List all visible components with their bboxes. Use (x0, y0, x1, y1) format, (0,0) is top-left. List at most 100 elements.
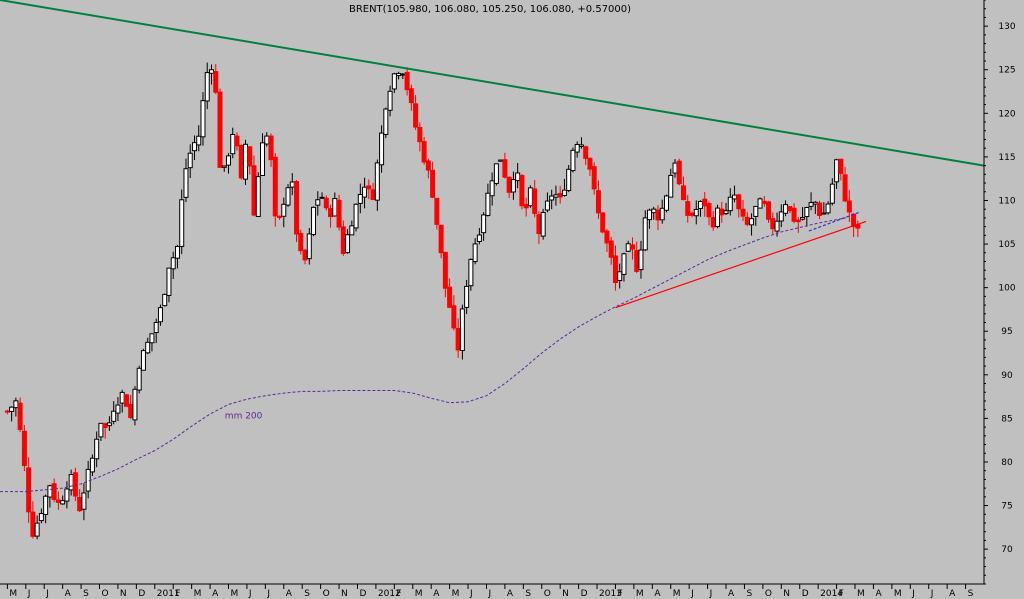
candle-body (578, 144, 584, 148)
x-tick-label: A (286, 589, 293, 599)
candle-body (442, 251, 448, 289)
candle-body (162, 293, 168, 307)
candle-body (204, 72, 210, 102)
x-tick-label: F (839, 589, 844, 599)
x-tick-label: N (341, 589, 348, 599)
x-tick-label: J (266, 589, 270, 599)
candle-body (157, 307, 163, 323)
chart-title: BRENT(105.980, 106.080, 105.250, 106.080… (349, 4, 631, 15)
candle-body (527, 187, 533, 207)
candle-body (183, 168, 189, 198)
x-tick-label: A (65, 589, 72, 599)
candle-body (787, 205, 793, 212)
x-tick-label: A (728, 589, 735, 599)
candle-body (247, 146, 253, 167)
candle-body (430, 169, 436, 198)
candle-body (612, 255, 618, 283)
candle-body (493, 163, 499, 184)
candle-body (455, 328, 461, 351)
x-tick-label: J (469, 589, 473, 599)
x-tick-label: 2013 (599, 589, 622, 599)
y-tick-label: 115 (998, 153, 1015, 163)
candle-body (676, 160, 682, 185)
x-tick-label: A (654, 589, 661, 599)
candle-body (132, 388, 138, 421)
candle-body (672, 162, 678, 174)
candle-body (89, 457, 95, 473)
candle-body (740, 208, 746, 217)
candle-body (693, 208, 699, 217)
candle-body (464, 285, 470, 308)
candle-body (838, 158, 844, 175)
x-tick-label: J (487, 589, 491, 599)
x-tick-label: S (83, 589, 89, 599)
x-tick-label: J (911, 589, 915, 599)
candle-body (646, 209, 652, 221)
candle-body (408, 88, 414, 104)
candle-body (544, 200, 550, 211)
x-tick-label: M (857, 589, 865, 599)
candle-body (425, 160, 431, 171)
candle-body (179, 199, 185, 247)
candle-body (570, 149, 576, 172)
candle-body (370, 189, 376, 200)
x-tick-label: A (875, 589, 882, 599)
x-tick-label: M (673, 589, 681, 599)
candle-body (821, 212, 827, 215)
x-tick-label: M (636, 589, 644, 599)
y-tick-label: 80 (1001, 458, 1013, 468)
ma200-line (0, 217, 846, 493)
candle-body (689, 212, 695, 216)
candle-body (268, 135, 274, 161)
candle-body (523, 203, 529, 209)
candle-body (749, 218, 755, 226)
trendline (615, 220, 867, 309)
x-tick-label: M (452, 589, 460, 599)
candle-body (591, 166, 597, 190)
candle-body (536, 214, 542, 234)
candle-body (727, 196, 733, 212)
candle-body (404, 71, 410, 91)
candle-body (289, 181, 295, 188)
candle-body (119, 391, 125, 404)
candle-body (595, 190, 601, 214)
candle-body (47, 485, 53, 498)
candle-body (243, 143, 249, 180)
candle-body (783, 204, 789, 214)
candle-body (60, 500, 66, 505)
candle-body (208, 69, 214, 74)
candle-body (706, 203, 712, 218)
candle-body (800, 216, 806, 220)
x-tick-label: O (102, 589, 109, 599)
candle-body (225, 155, 231, 166)
candle-body (9, 406, 15, 412)
y-tick-label: 130 (998, 22, 1015, 32)
candle-body (574, 143, 580, 153)
candle-body (374, 162, 380, 201)
candle-body (153, 321, 159, 334)
candle-body (719, 208, 725, 216)
candle-body (196, 135, 202, 146)
candle-body (221, 165, 227, 168)
candle-body (238, 144, 244, 179)
candle-body (302, 249, 308, 261)
candle-body (685, 201, 691, 216)
candle-body (808, 202, 814, 207)
x-tick-label: F (396, 589, 401, 599)
candle-body (561, 189, 567, 196)
x-tick-label: J (45, 589, 49, 599)
candle-body (621, 253, 627, 275)
candle-body (72, 472, 78, 497)
candle-body (553, 194, 559, 198)
candle-body (472, 243, 478, 263)
candle-body (417, 126, 423, 143)
candle-body (557, 193, 563, 198)
trendline-layer (0, 0, 985, 493)
x-tick-label: O (544, 589, 551, 599)
y-tick-label: 85 (1001, 414, 1012, 424)
candle-body (680, 185, 686, 201)
candle-body (629, 244, 635, 250)
candle-body (761, 200, 767, 204)
candle-body (459, 308, 465, 352)
